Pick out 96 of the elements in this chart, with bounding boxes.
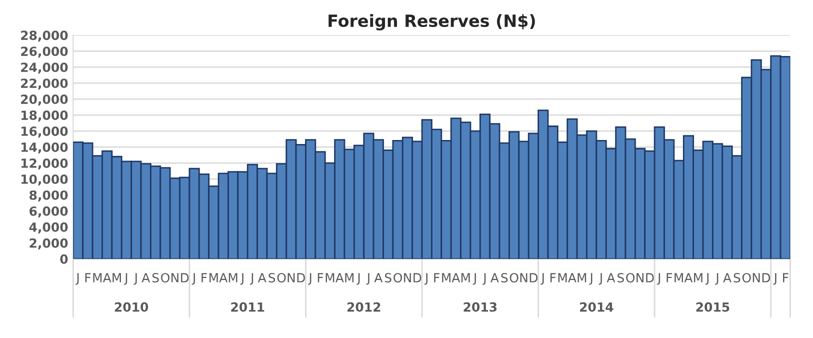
- x-tick-label: M: [442, 273, 450, 282]
- x-tick-label: M: [112, 273, 121, 282]
- x-tick-label: J: [589, 273, 592, 285]
- x-tick-label: A: [258, 273, 266, 282]
- y-tick-label: 16,000: [21, 126, 68, 138]
- x-tick-label: A: [684, 273, 693, 282]
- x-tick-label: M: [694, 273, 702, 282]
- x-tick-label: D: [414, 273, 422, 282]
- x-tick-label: J: [134, 273, 137, 285]
- x-tick-label: J: [598, 273, 602, 285]
- x-tick-label: O: [161, 273, 170, 282]
- x-tick-label: O: [510, 273, 518, 282]
- x-tick-label: J: [124, 273, 128, 285]
- x-tick-label: J: [366, 273, 370, 285]
- x-tick-label: J: [540, 273, 544, 285]
- x-tick-label: M: [93, 273, 102, 282]
- x-tick-label: A: [374, 273, 383, 282]
- x-tick-label: A: [452, 273, 460, 282]
- x-tick-label: A: [490, 273, 499, 282]
- x-tick-label: M: [210, 273, 218, 282]
- x-tick-label: O: [742, 273, 751, 282]
- x-tick-label: J: [482, 273, 486, 285]
- y-tick-label: 26,000: [21, 46, 68, 58]
- y-tick-label: 20,000: [21, 94, 68, 106]
- x-tick-label: S: [152, 273, 159, 282]
- x-tick-label: M: [578, 273, 586, 282]
- x-tick-label: S: [501, 273, 508, 282]
- x-tick-label: J: [424, 273, 428, 285]
- x-tick-label: J: [192, 273, 195, 285]
- x-tick-label: F: [434, 273, 440, 282]
- x-tick-label: S: [734, 273, 740, 282]
- x-tick-label: J: [356, 273, 360, 285]
- x-tick-label: J: [705, 273, 708, 285]
- x-tick-label: A: [142, 273, 150, 282]
- x-tick-label: J: [308, 273, 312, 285]
- x-tick-label: A: [723, 273, 732, 282]
- x-tick-label: N: [404, 273, 411, 282]
- x-tick-label: D: [181, 273, 189, 282]
- x-tick-label: J: [773, 273, 776, 285]
- text: 2012: [347, 302, 380, 312]
- y-tick-label: 24,000: [21, 62, 68, 74]
- y-tick-label: 18,000: [21, 110, 68, 122]
- x-tick-label: F: [85, 273, 91, 282]
- x-tick-label: N: [171, 273, 178, 282]
- x-tick-label: A: [568, 273, 576, 282]
- x-tick-label: S: [268, 273, 276, 282]
- x-tick-label: M: [674, 273, 683, 282]
- x-tick-label: J: [76, 273, 79, 285]
- y-tick-label: 2,000: [30, 238, 68, 250]
- y-tick-label: 8,000: [30, 190, 68, 202]
- x-tick-label: F: [666, 273, 672, 282]
- x-tick-label: D: [530, 273, 538, 282]
- x-tick-label: N: [752, 273, 760, 282]
- x-tick-label: J: [715, 273, 718, 285]
- x-tick-label: M: [461, 273, 470, 282]
- x-tick-label: M: [326, 273, 334, 282]
- x-tick-label: J: [250, 273, 254, 285]
- y-tick-label: 12,000: [21, 158, 68, 170]
- x-tick-label: F: [550, 273, 556, 282]
- y-tick-label: 0: [60, 254, 68, 264]
- y-tick-label: 22,000: [21, 78, 68, 90]
- chart-title: Foreign Reserves (N$): [328, 14, 535, 30]
- x-tick-label: A: [335, 273, 344, 282]
- text: 2013: [464, 302, 497, 312]
- y-tick-label: 6,000: [30, 206, 68, 218]
- text: 2014: [580, 302, 614, 312]
- y-tick-label: 14,000: [21, 142, 68, 154]
- x-tick-label: J: [656, 273, 660, 285]
- x-tick-label: O: [394, 273, 402, 282]
- x-tick-label: D: [297, 273, 305, 282]
- y-tick-label: 10,000: [21, 174, 68, 186]
- text: 2015: [696, 302, 730, 312]
- x-tick-label: M: [345, 273, 354, 282]
- x-tick-label: M: [558, 273, 567, 282]
- x-tick-label: D: [646, 273, 654, 282]
- x-tick-label: J: [240, 273, 244, 285]
- x-tick-label: S: [384, 273, 392, 282]
- x-tick-label: A: [606, 273, 616, 282]
- x-tick-label: F: [202, 273, 207, 282]
- x-tick-label: N: [288, 273, 295, 282]
- y-tick-label: 4,000: [29, 222, 68, 234]
- x-tick-label: A: [102, 273, 112, 282]
- x-tick-label: N: [520, 273, 528, 282]
- text: 2010: [114, 302, 148, 312]
- x-tick-label: F: [318, 273, 324, 282]
- x-tick-label: A: [219, 273, 228, 282]
- y-tick-label: 28,000: [21, 30, 68, 42]
- x-tick-label: O: [626, 273, 635, 282]
- x-tick-label: M: [228, 273, 238, 282]
- x-tick-label: S: [618, 273, 624, 282]
- x-tick-label: J: [472, 273, 476, 285]
- x-tick-label: O: [277, 273, 286, 282]
- x-tick-label: F: [783, 273, 788, 282]
- x-tick-label: D: [762, 273, 770, 282]
- text: 2011: [231, 302, 264, 312]
- x-tick-label: N: [636, 273, 644, 282]
